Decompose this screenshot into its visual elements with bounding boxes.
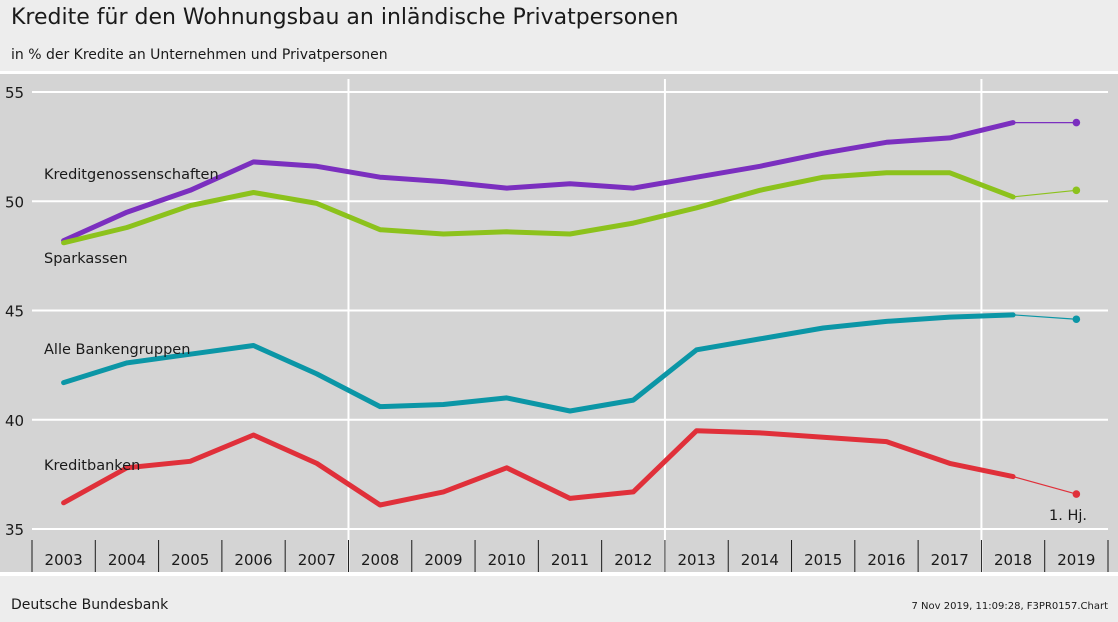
series-line <box>61 428 1016 508</box>
chart-title: Kredite für den Wohnungsbau an inländisc… <box>11 5 679 30</box>
series-line <box>61 170 1016 246</box>
x-tick-label: 2006 <box>234 551 272 569</box>
x-tick-label: 2010 <box>488 551 526 569</box>
x-tick-label: 2013 <box>677 551 715 569</box>
x-tick-label: 2019 <box>1057 551 1095 569</box>
footer-divider <box>0 572 1118 576</box>
x-tick-label: 2012 <box>614 551 652 569</box>
x-tick-label: 2011 <box>551 551 589 569</box>
plot-background <box>0 74 1118 572</box>
x-tick-label: 2005 <box>171 551 209 569</box>
y-tick-label: 45 <box>5 303 24 321</box>
x-tick-label: 2015 <box>804 551 842 569</box>
x-tick-label: 2009 <box>424 551 462 569</box>
x-tick-label: 2014 <box>741 551 779 569</box>
series-line <box>61 312 1016 414</box>
x-tick-label: 2003 <box>45 551 83 569</box>
x-tick-label: 2004 <box>108 551 146 569</box>
series-label: Sparkassen <box>44 251 128 267</box>
h1-annotation: 1. Hj. <box>1049 508 1087 524</box>
series-label: Kreditgenossenschaften <box>44 167 219 183</box>
x-tick-label: 2018 <box>994 551 1032 569</box>
series-h1-connector <box>1012 189 1077 198</box>
line-chart: 35 40 45 50 55 2003 2004 2005 2006 2007 2008 2009 20… <box>0 74 1118 572</box>
y-tick-label: 50 <box>5 193 24 211</box>
x-tick-label: 2016 <box>867 551 905 569</box>
series-h1-point <box>1072 186 1081 195</box>
chart-meta: 7 Nov 2019, 11:09:28, F3PR0157.Chart <box>911 601 1108 612</box>
x-tick-label: 2008 <box>361 551 399 569</box>
chart-subtitle: in % der Kredite an Unternehmen und Priv… <box>11 47 388 63</box>
series-h1-point <box>1072 490 1081 498</box>
series-label: Kreditbanken <box>44 458 140 474</box>
series-line <box>61 120 1016 244</box>
series-h1-point <box>1072 118 1081 127</box>
series-h1-connector <box>1013 314 1077 320</box>
x-tick-label: 2017 <box>931 551 969 569</box>
y-tick-label: 35 <box>5 521 24 539</box>
series-h1-point <box>1072 315 1081 324</box>
y-tick-label: 40 <box>5 412 24 430</box>
x-tick-label: 2007 <box>298 551 336 569</box>
series-h1-connector <box>1012 475 1077 495</box>
y-tick-label: 55 <box>5 84 24 102</box>
chart-header: Kredite für den Wohnungsbau an inländisc… <box>0 0 1118 71</box>
series-label: Alle Bankengruppen <box>44 342 190 358</box>
header-divider <box>0 71 1118 74</box>
source-label: Deutsche Bundesbank <box>11 597 169 613</box>
